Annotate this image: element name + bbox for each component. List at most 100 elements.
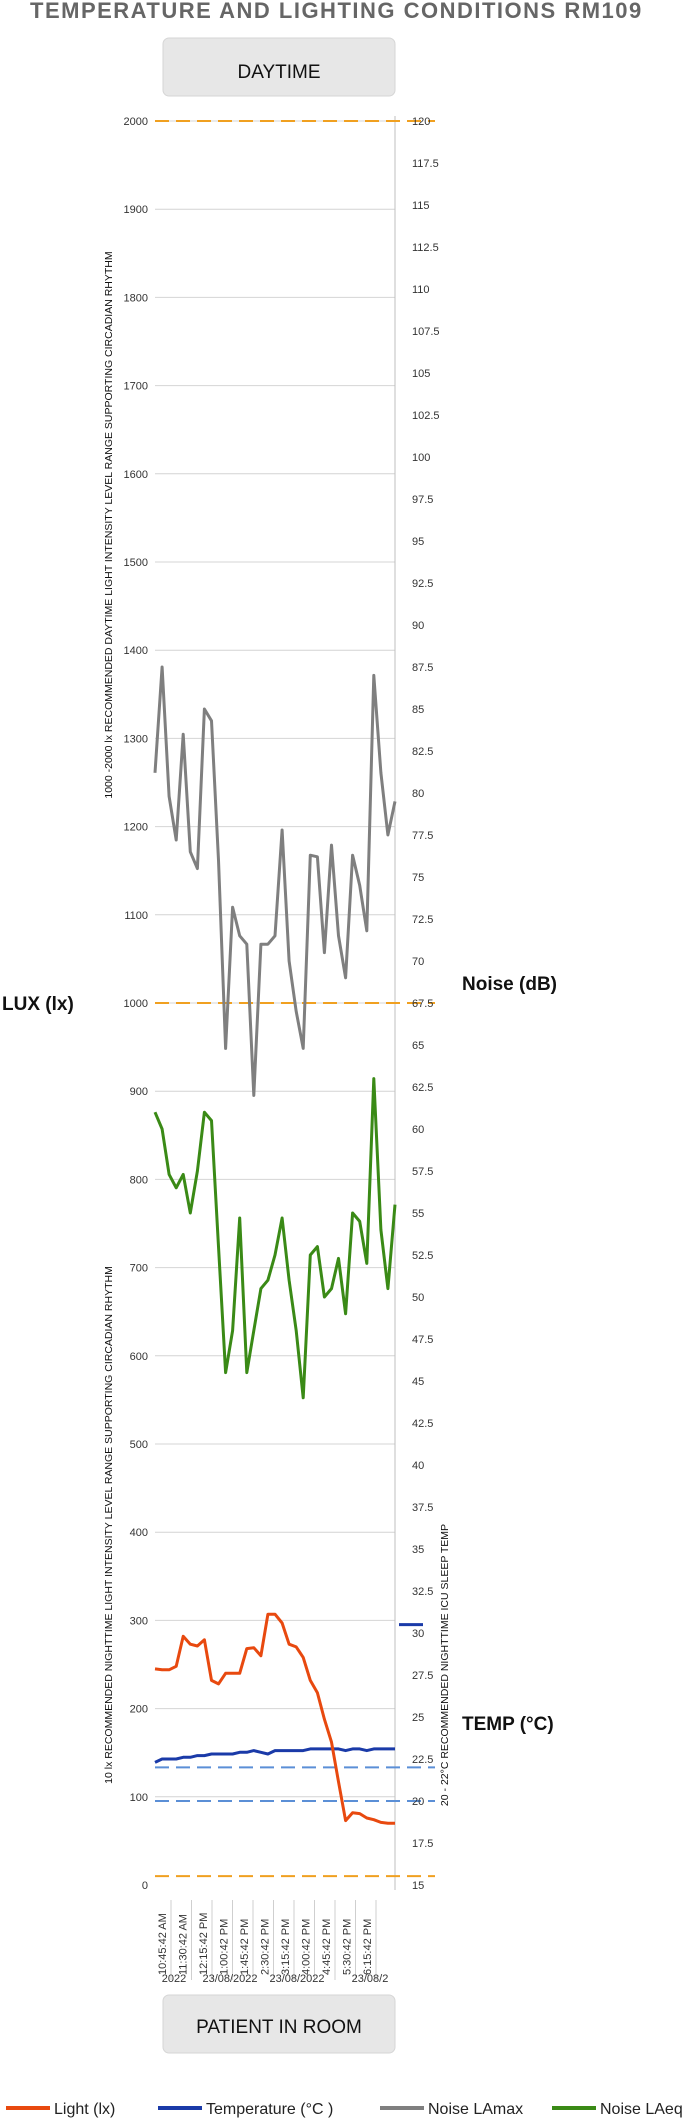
lux-tick-label: 1800 bbox=[124, 292, 148, 304]
right-axis-ticks: 15 17.5 20 22.5 25 27.5 30 32.5 35 37.5 40 42.5 45 47… bbox=[412, 116, 440, 1892]
series-line-noise-lamax bbox=[153, 665, 397, 1097]
legend: Light (lx) Temperature (°C ) Noise LAmax No… bbox=[6, 2101, 683, 2118]
lux-tick-label: 1100 bbox=[124, 910, 148, 922]
right-tick-label: 102.5 bbox=[412, 410, 440, 422]
x-time-label: 1:00:42 PM bbox=[219, 1919, 231, 1975]
lux-tick-label: 600 bbox=[130, 1351, 148, 1363]
lux-tick-label: 1600 bbox=[124, 469, 148, 481]
x-time-label: 5:30:42 PM bbox=[342, 1919, 354, 1975]
right-tick-label: 117.5 bbox=[412, 158, 439, 170]
lux-tick-label: 1200 bbox=[124, 822, 148, 834]
legend-label: Noise LAmax bbox=[428, 2101, 523, 2118]
right-tick-label: 110 bbox=[412, 284, 430, 296]
lux-tick-label: 1400 bbox=[124, 645, 148, 657]
temp-axis-label: TEMP (°C) bbox=[462, 1714, 554, 1735]
legend-label: Temperature (°C ) bbox=[206, 2101, 333, 2118]
right-tick-label: 65 bbox=[412, 1040, 424, 1052]
legend-label: Light (lx) bbox=[54, 2101, 115, 2118]
right-tick-label: 17.5 bbox=[412, 1838, 433, 1850]
right-tick-label: 92.5 bbox=[412, 578, 433, 590]
lux-tick-label: 900 bbox=[130, 1086, 148, 1098]
right-tick-label: 95 bbox=[412, 536, 424, 548]
x-axis-labels: 10:45:42 AM 11:30:42 AM 12:15:42 PM 1:00:42… bbox=[157, 1900, 388, 1985]
right-tick-label: 62.5 bbox=[412, 1082, 433, 1094]
x-date-label: 2022 bbox=[162, 1973, 186, 1985]
right-tick-label: 72.5 bbox=[412, 914, 433, 926]
right-tick-label: 35 bbox=[412, 1544, 424, 1556]
right-tick-label: 32.5 bbox=[412, 1586, 433, 1598]
right-tick-label: 27.5 bbox=[412, 1670, 433, 1682]
right-tick-label: 47.5 bbox=[412, 1334, 433, 1346]
x-time-label: 3:15:42 PM bbox=[280, 1919, 292, 1975]
lux-tick-label: 1300 bbox=[124, 733, 148, 745]
lux-tick-label: 200 bbox=[130, 1704, 148, 1716]
right-tick-label: 42.5 bbox=[412, 1418, 433, 1430]
right-tick-label: 120 bbox=[412, 116, 430, 128]
right-tick-label: 22.5 bbox=[412, 1754, 433, 1766]
gridlines bbox=[155, 116, 396, 1890]
right-tick-label: 107.5 bbox=[412, 326, 440, 338]
lux-tick-label: 1700 bbox=[124, 381, 148, 393]
lux-tick-label: 800 bbox=[130, 1174, 148, 1186]
right-tick-label: 30 bbox=[412, 1628, 424, 1640]
daytime-range-label: 1000 -2000 lx RECOMMENDED DAYTIME LIGHT … bbox=[103, 251, 115, 798]
right-tick-label: 45 bbox=[412, 1376, 424, 1388]
chart-title: TEMPERATURE AND LIGHTING CONDITIONS RM10… bbox=[30, 0, 643, 23]
right-tick-label: 50 bbox=[412, 1292, 424, 1304]
right-tick-label: 57.5 bbox=[412, 1166, 433, 1178]
series-line-noise-laeq bbox=[153, 1077, 397, 1400]
right-tick-label: 82.5 bbox=[412, 746, 433, 758]
series-line-light-lx bbox=[154, 1612, 395, 1825]
lux-tick-label: 2000 bbox=[124, 116, 148, 128]
lux-tick-label: 400 bbox=[130, 1527, 148, 1539]
lux-tick-label: 1000 bbox=[124, 998, 148, 1010]
lux-tick-label: 500 bbox=[130, 1439, 148, 1451]
right-tick-label: 115 bbox=[412, 200, 430, 212]
lux-tick-label: 700 bbox=[130, 1263, 148, 1275]
x-time-label: 4:45:42 PM bbox=[321, 1919, 333, 1975]
right-tick-label: 87.5 bbox=[412, 662, 433, 674]
right-tick-label: 60 bbox=[412, 1124, 424, 1136]
x-time-label: 1:45:42 PM bbox=[239, 1919, 251, 1975]
right-tick-label: 90 bbox=[412, 620, 424, 632]
nighttime-range-label: 10 lx RECOMMENDED NIGHTTIME LIGHT INTENS… bbox=[103, 1266, 115, 1784]
daytime-band bbox=[162, 37, 396, 97]
x-date-label: 23/08/2022 bbox=[202, 1973, 257, 1985]
lux-axis-label: LUX (lx) bbox=[2, 994, 74, 1015]
right-tick-label: 37.5 bbox=[412, 1502, 433, 1514]
x-time-label: 12:15:42 PM bbox=[198, 1913, 210, 1975]
lux-tick-label: 1500 bbox=[124, 557, 148, 569]
patient-band-label: PATIENT IN ROOM bbox=[196, 2017, 362, 2038]
right-tick-label: 40 bbox=[412, 1460, 424, 1472]
right-tick-label: 52.5 bbox=[412, 1250, 433, 1262]
x-date-label: 23/08/2 bbox=[352, 1973, 389, 1985]
right-tick-label: 25 bbox=[412, 1712, 424, 1724]
right-tick-label: 112.5 bbox=[412, 242, 439, 254]
x-date-label: 23/08/2022 bbox=[269, 1973, 324, 1985]
right-tick-label: 77.5 bbox=[412, 830, 433, 842]
x-time-label: 6:15:42 PM bbox=[362, 1919, 374, 1975]
lux-tick-label: 300 bbox=[130, 1615, 148, 1627]
reference-lines bbox=[155, 120, 435, 1878]
daytime-band-label: DAYTIME bbox=[237, 62, 320, 83]
x-time-label: 10:45:42 AM bbox=[157, 1913, 169, 1975]
right-tick-label: 75 bbox=[412, 872, 424, 884]
x-time-label: 2:30:42 PM bbox=[260, 1919, 272, 1975]
noise-axis-label: Noise (dB) bbox=[462, 974, 557, 995]
right-tick-label: 80 bbox=[412, 788, 424, 800]
lux-tick-label: 1900 bbox=[124, 204, 148, 216]
right-tick-label: 105 bbox=[412, 368, 430, 380]
lux-tick-label: 0 bbox=[142, 1880, 148, 1892]
series-lines bbox=[153, 665, 397, 1825]
legend-label: Noise LAeq bbox=[600, 2101, 683, 2118]
x-time-label: 11:30:42 AM bbox=[178, 1914, 190, 1975]
x-time-label: 4:00:42 PM bbox=[301, 1919, 313, 1975]
right-tick-label: 55 bbox=[412, 1208, 424, 1220]
temp-range-label: 20 - 22°C RECOMMENDED NIGHTTIME ICU SLEE… bbox=[439, 1524, 451, 1806]
right-tick-label: 97.5 bbox=[412, 494, 433, 506]
right-tick-label: 20 bbox=[412, 1796, 424, 1808]
right-tick-label: 67.5 bbox=[412, 998, 433, 1010]
patient-band bbox=[162, 1994, 396, 2054]
right-tick-label: 15 bbox=[412, 1880, 424, 1892]
